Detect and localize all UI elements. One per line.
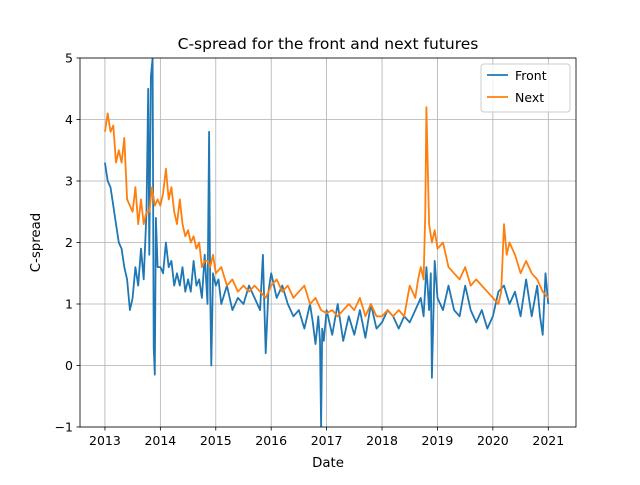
axis-ticks: 2013 2014 2015 2016 2017 2018 2019 2020 2021 −1 0 1… bbox=[55, 51, 565, 449]
series-lines bbox=[104, 58, 550, 427]
x-tick-label: 2016 bbox=[255, 433, 287, 448]
legend-front-label: Front bbox=[515, 68, 547, 83]
legend: Front Next bbox=[480, 63, 571, 113]
x-tick-label: 2013 bbox=[89, 433, 121, 448]
series-line-next bbox=[104, 106, 549, 318]
y-tick-label: 0 bbox=[65, 358, 73, 373]
legend-next-label: Next bbox=[515, 90, 544, 105]
y-tick-label: 4 bbox=[65, 112, 73, 127]
x-tick-label: 2018 bbox=[366, 433, 398, 448]
chart-title: C-spread for the front and next futures bbox=[178, 35, 479, 53]
y-tick-label: 1 bbox=[65, 297, 73, 312]
x-tick-label: 2021 bbox=[532, 433, 564, 448]
x-tick-label: 2019 bbox=[422, 433, 454, 448]
x-axis-label: Date bbox=[312, 456, 344, 471]
y-tick-label: 3 bbox=[65, 174, 73, 189]
y-tick-label: −1 bbox=[55, 420, 73, 435]
y-tick-label: 5 bbox=[65, 51, 73, 66]
y-axis-label: C-spread bbox=[29, 213, 44, 272]
legend-box bbox=[480, 63, 571, 113]
series-line-front bbox=[104, 58, 550, 427]
x-tick-label: 2020 bbox=[477, 433, 509, 448]
x-tick-label: 2015 bbox=[200, 433, 232, 448]
x-tick-label: 2014 bbox=[144, 433, 176, 448]
y-tick-label: 2 bbox=[65, 235, 73, 250]
x-tick-label: 2017 bbox=[311, 433, 343, 448]
